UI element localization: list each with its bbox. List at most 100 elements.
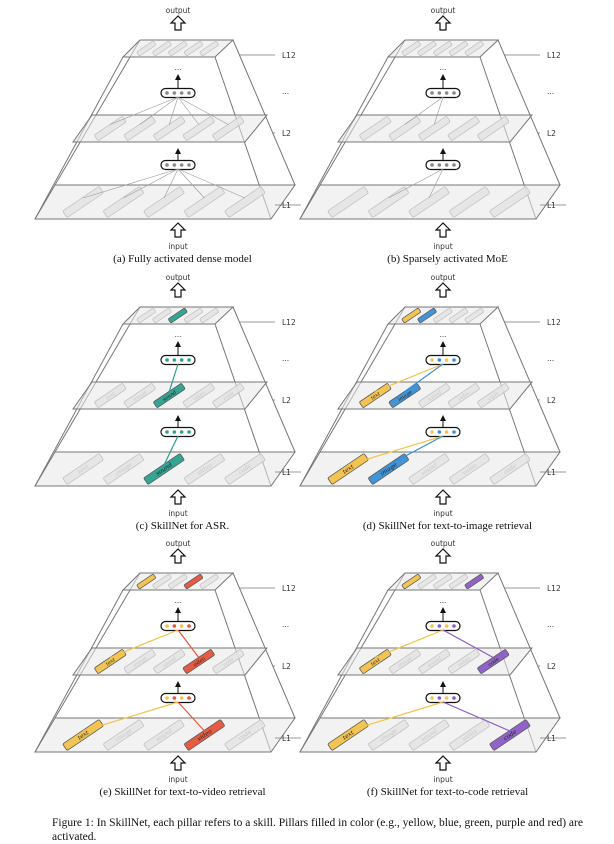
pillar-code bbox=[464, 41, 484, 56]
pillar-video bbox=[448, 41, 468, 56]
pillar-body bbox=[418, 649, 451, 674]
label-l1: L1 bbox=[282, 468, 291, 477]
pillar-image bbox=[152, 308, 172, 323]
pillar-video bbox=[184, 186, 225, 218]
link-sound bbox=[428, 168, 444, 199]
link-video bbox=[177, 96, 199, 125]
node-unit bbox=[179, 91, 184, 95]
link-text bbox=[375, 363, 444, 393]
pillar-text-text: text bbox=[370, 391, 382, 402]
node-unit bbox=[444, 696, 449, 700]
frame-edge bbox=[232, 572, 296, 719]
arrow-head bbox=[440, 74, 446, 80]
pillar-body bbox=[433, 308, 453, 323]
pillar-body bbox=[368, 719, 409, 751]
pillar-body bbox=[447, 116, 480, 141]
pillar-body bbox=[212, 116, 245, 141]
pillar-video bbox=[448, 574, 468, 589]
pillar-body bbox=[152, 308, 172, 323]
link-sound bbox=[163, 435, 179, 466]
link-text bbox=[375, 629, 444, 659]
pillar-body bbox=[489, 453, 531, 485]
input-arrow-icon bbox=[169, 755, 187, 771]
pillar-body bbox=[464, 308, 484, 323]
pillar-image bbox=[123, 116, 156, 141]
node-unit bbox=[172, 624, 177, 628]
node-unit bbox=[187, 696, 191, 700]
pillar-video bbox=[183, 308, 203, 323]
pillar-code: code bbox=[212, 649, 245, 674]
pillar-body bbox=[417, 41, 437, 56]
label-l1: L1 bbox=[547, 468, 556, 477]
node-unit bbox=[165, 358, 169, 362]
pillar-text bbox=[327, 186, 369, 218]
link-code bbox=[442, 629, 494, 659]
pillar-body bbox=[62, 186, 104, 218]
label-l2: L2 bbox=[282, 129, 291, 138]
pillar-body bbox=[477, 116, 510, 141]
label-l12: L12 bbox=[282, 318, 296, 327]
pillar-video bbox=[183, 41, 203, 56]
link-code bbox=[177, 96, 229, 125]
pillar-sound bbox=[433, 574, 453, 589]
node-unit bbox=[452, 358, 456, 362]
output-label: output bbox=[431, 539, 456, 548]
pillar-body bbox=[123, 383, 156, 408]
node-unit bbox=[187, 163, 191, 167]
pillar-body bbox=[168, 308, 188, 323]
link-sound bbox=[433, 96, 444, 125]
node-unit bbox=[179, 624, 184, 628]
link-sound bbox=[168, 96, 179, 125]
node-unit bbox=[437, 358, 442, 362]
output-arrow-icon bbox=[169, 282, 187, 298]
pillar-body bbox=[123, 116, 156, 141]
frame-edge bbox=[232, 39, 296, 186]
pillar-body bbox=[212, 649, 245, 674]
arrow-head bbox=[175, 681, 181, 687]
pillar-text-text: text bbox=[105, 657, 117, 668]
arrow-head bbox=[440, 415, 446, 421]
arrow-head bbox=[175, 415, 181, 421]
pillar-video bbox=[183, 574, 203, 589]
link-video bbox=[177, 629, 200, 658]
caption-f: (f) SkillNet for text-to-code retrieval bbox=[366, 786, 529, 798]
node-unit bbox=[172, 358, 177, 362]
pillar-body bbox=[448, 308, 468, 323]
pillar-body bbox=[136, 308, 156, 323]
link-text bbox=[82, 701, 179, 732]
output-arrow-icon bbox=[169, 548, 187, 564]
caption-c: (c) SkillNet for ASR. bbox=[135, 520, 230, 532]
output-arrow-icon bbox=[434, 15, 452, 31]
panel-skillnet-text-to-image: L12... L2 L1 text image sound video code text ima… bbox=[299, 272, 595, 532]
pillar-image bbox=[417, 308, 437, 323]
output-arrow-icon bbox=[434, 282, 452, 298]
pillar-body bbox=[168, 574, 188, 589]
pillar-image bbox=[152, 41, 172, 56]
input-arrow-icon bbox=[434, 489, 452, 505]
input-arrow-icon bbox=[434, 755, 452, 771]
link-text bbox=[347, 701, 444, 732]
diagram-svg: L12... L2 L1... input output bbox=[34, 6, 301, 251]
pillar-body bbox=[103, 453, 144, 485]
pillar-body bbox=[182, 116, 215, 141]
pillar-body bbox=[359, 116, 392, 141]
pillar-sound bbox=[418, 116, 451, 141]
node-unit bbox=[179, 696, 184, 700]
pillar-body bbox=[388, 116, 421, 141]
output-label: output bbox=[166, 539, 191, 548]
link-video bbox=[177, 168, 205, 199]
pillar-body bbox=[408, 719, 450, 751]
link-sound bbox=[163, 168, 179, 199]
pillar-body bbox=[153, 649, 186, 674]
pillar-code bbox=[212, 116, 245, 141]
pillar-body bbox=[401, 41, 421, 56]
pillar-body bbox=[103, 719, 144, 751]
label-ellipsis: ... bbox=[547, 354, 554, 363]
label-l1: L1 bbox=[282, 734, 291, 743]
output-label: output bbox=[431, 273, 456, 282]
caption-a: (a) Fully activated dense model bbox=[113, 253, 252, 265]
frame-edge bbox=[497, 306, 561, 453]
panel-skillnet-asr: L12... L2 L1 text image sound video code text ima… bbox=[34, 272, 330, 532]
